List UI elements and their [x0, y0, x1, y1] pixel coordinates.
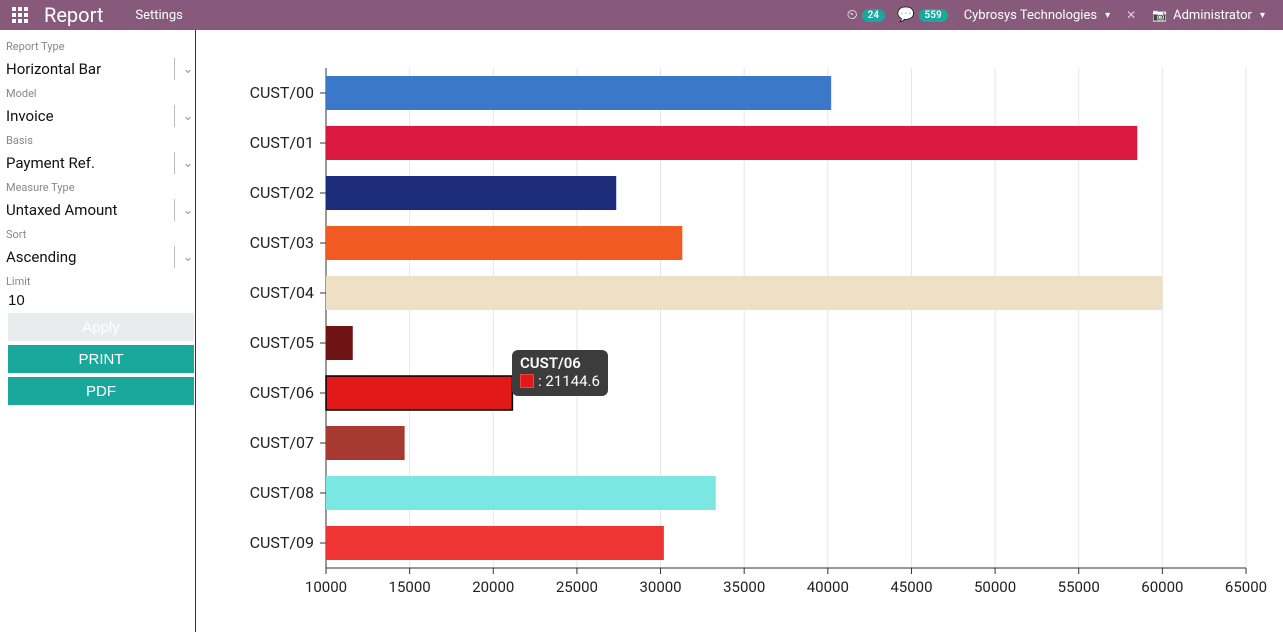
timer-pill[interactable]: 24	[847, 7, 885, 23]
app-title: Report	[44, 3, 103, 27]
company-switcher[interactable]: Cybrosys Technologies	[964, 8, 1110, 23]
model-label: Model	[6, 87, 193, 100]
user-menu[interactable]: Administrator	[1152, 8, 1265, 23]
sidebar: Report Type Horizontal Bar Model Invoice…	[0, 30, 196, 632]
svg-text:CUST/04: CUST/04	[250, 283, 314, 302]
svg-text:CUST/06: CUST/06	[250, 383, 314, 402]
svg-text:25000: 25000	[556, 578, 598, 596]
report-type-value: Horizontal Bar	[4, 60, 168, 78]
apps-icon[interactable]	[12, 7, 28, 23]
chart-area: 10000 15000 20000 25000 30000 35000 40000 45000…	[196, 30, 1283, 632]
limit-label: Limit	[6, 275, 193, 288]
print-button[interactable]: PRINT	[8, 345, 194, 373]
settings-link[interactable]: Settings	[135, 8, 182, 23]
svg-text:CUST/08: CUST/08	[250, 483, 314, 502]
model-value: Invoice	[4, 107, 168, 125]
main: Report Type Horizontal Bar Model Invoice…	[0, 30, 1283, 632]
svg-text:CUST/05: CUST/05	[250, 333, 314, 352]
topbar: Report Settings 24 559 Cybrosys Technolo…	[0, 0, 1283, 30]
pdf-button[interactable]: PDF	[8, 377, 194, 405]
measure-select[interactable]: Untaxed Amount	[4, 196, 195, 224]
timer-icon	[847, 7, 858, 23]
svg-text:10000: 10000	[305, 578, 347, 596]
messages-pill[interactable]: 559	[897, 7, 948, 23]
svg-text:CUST/09: CUST/09	[250, 533, 314, 552]
svg-text:CUST/02: CUST/02	[250, 183, 314, 202]
messages-badge: 559	[919, 9, 948, 22]
sort-value: Ascending	[4, 248, 168, 266]
svg-text:20000: 20000	[472, 578, 514, 596]
svg-text:30000: 30000	[639, 578, 681, 596]
svg-text:65000: 65000	[1225, 578, 1267, 596]
sort-label: Sort	[6, 228, 193, 241]
svg-text:CUST/01: CUST/01	[250, 133, 314, 152]
model-select[interactable]: Invoice	[4, 102, 195, 130]
debug-icon[interactable]	[1120, 8, 1142, 23]
svg-text:CUST/03: CUST/03	[250, 233, 314, 252]
svg-text:40000: 40000	[807, 578, 849, 596]
apply-button[interactable]: Apply	[8, 313, 194, 341]
chevron-down-icon	[181, 156, 195, 171]
svg-text:CUST/00: CUST/00	[250, 83, 314, 102]
svg-text:50000: 50000	[974, 578, 1016, 596]
measure-value: Untaxed Amount	[4, 201, 168, 219]
basis-label: Basis	[6, 134, 193, 147]
limit-input[interactable]	[4, 292, 64, 309]
chevron-down-icon	[181, 62, 195, 77]
horizontal-bar-chart: 10000 15000 20000 25000 30000 35000 40000 45000…	[196, 36, 1271, 616]
chevron-down-icon	[181, 250, 195, 265]
chevron-down-icon	[181, 203, 195, 218]
chat-icon	[897, 7, 914, 23]
measure-label: Measure Type	[6, 181, 193, 194]
timer-badge: 24	[862, 9, 885, 22]
report-type-label: Report Type	[6, 40, 193, 53]
camera-icon	[1152, 8, 1167, 23]
svg-text:15000: 15000	[389, 578, 431, 596]
user-name: Administrator	[1173, 8, 1252, 23]
sort-select[interactable]: Ascending	[4, 243, 195, 271]
svg-text:60000: 60000	[1141, 578, 1183, 596]
basis-select[interactable]: Payment Ref.	[4, 149, 195, 177]
svg-text:35000: 35000	[723, 578, 765, 596]
report-type-select[interactable]: Horizontal Bar	[4, 55, 195, 83]
basis-value: Payment Ref.	[4, 154, 168, 172]
svg-text:CUST/07: CUST/07	[250, 433, 314, 452]
chevron-down-icon	[181, 109, 195, 124]
svg-text:55000: 55000	[1058, 578, 1100, 596]
svg-text:45000: 45000	[890, 578, 932, 596]
